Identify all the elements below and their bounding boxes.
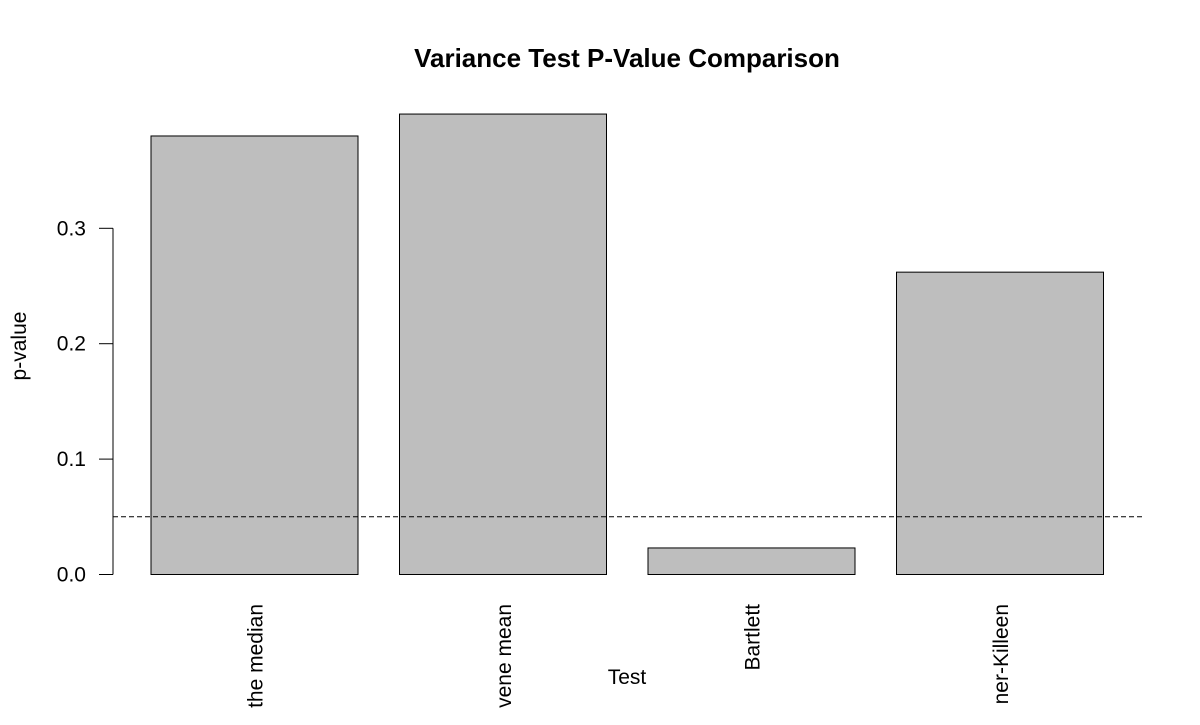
x-tick-label: Bartlett xyxy=(742,604,765,671)
x-tick-label: the median xyxy=(245,604,268,708)
y-tick-label: 0.2 xyxy=(57,333,86,356)
bar-bartlett xyxy=(647,547,856,576)
y-axis: 0.0 0.1 0.2 0.3 xyxy=(57,217,114,587)
chart-title: Variance Test P-Value Comparison xyxy=(414,43,840,73)
bars-group xyxy=(150,113,1104,576)
y-tick-label: 0.3 xyxy=(57,217,86,240)
y-axis-label: p-value xyxy=(8,312,31,381)
x-tick-label: vene mean xyxy=(493,604,516,708)
y-tick-label: 0.1 xyxy=(57,448,86,471)
bar-fligner-killeen xyxy=(896,271,1104,575)
y-tick-label: 0.0 xyxy=(57,564,86,587)
bar-levene-mean xyxy=(399,113,607,576)
x-tick-labels: the median vene mean Bartlett ner-Killeen xyxy=(245,604,1014,708)
x-tick-label: ner-Killeen xyxy=(990,604,1013,704)
bar-levene-median xyxy=(150,135,359,575)
x-axis-label: Test xyxy=(608,666,647,689)
